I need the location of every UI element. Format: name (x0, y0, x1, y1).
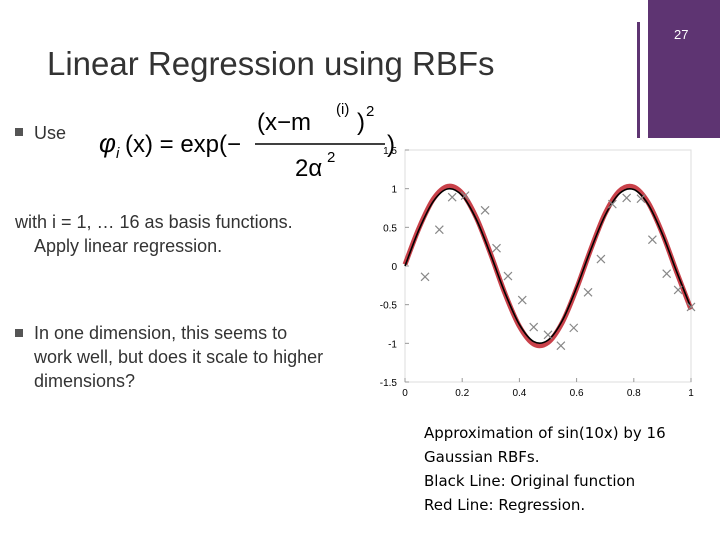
sample-point (460, 191, 470, 201)
text-line: Approximation of sin(10x) by 16 (424, 424, 666, 442)
chart: -1.5 -1 -0.5 0 0.5 1 1.5 0 0.2 0.4 0.6 0.8 1 (380, 146, 696, 399)
series-line (402, 183, 694, 349)
sample-point (420, 272, 430, 282)
series-line (404, 187, 692, 344)
sample-point (569, 323, 579, 333)
formula: φ i (x) = exp(− (x−m (i) ) 2 2α 2 ) (99, 101, 395, 182)
formula-part: (i) (336, 101, 349, 118)
formula-part: 2 (366, 103, 374, 120)
body-text: with i = 1, … 16 as basis functions. (15, 212, 293, 232)
bullet-marker (15, 329, 23, 337)
sample-point (662, 269, 672, 279)
y-tick-label: 1.5 (383, 146, 397, 157)
y-tick-label: -1 (388, 339, 397, 350)
formula-part: ) (387, 131, 395, 158)
accent-bar (648, 0, 720, 138)
sample-point (596, 254, 606, 264)
formula-part: 2α (295, 155, 322, 182)
sample-point (636, 194, 646, 204)
sample-point (673, 285, 683, 295)
bullet-text: In one dimension, this seems to work well… (34, 321, 323, 393)
text-line: Gaussian RBFs. (424, 448, 540, 466)
sample-point (529, 322, 539, 332)
y-tick-label: 0 (391, 262, 397, 273)
bullet-text: Use (34, 123, 67, 143)
text-line: Black Line: Original function (424, 472, 636, 490)
text-line: dimensions? (34, 371, 136, 391)
text-line: work well, but does it scale to higher (34, 347, 324, 367)
sample-point (517, 295, 527, 305)
formula-part: ) (357, 109, 365, 136)
x-tick-label: 0.6 (570, 388, 584, 399)
accent-line (637, 22, 640, 138)
bullet-marker (15, 128, 23, 136)
sample-point (480, 205, 490, 215)
formula-part: φ (99, 128, 116, 158)
sample-point (556, 341, 566, 351)
sample-point (622, 193, 632, 203)
y-tick-label: -0.5 (380, 301, 398, 312)
page-number: 27 (674, 27, 689, 42)
y-tick-label: 0.5 (383, 223, 397, 234)
formula-part: i (116, 145, 120, 162)
text-line: In one dimension, this seems to (34, 323, 288, 343)
y-tick-label: -1.5 (380, 378, 398, 389)
caption: Approximation of sin(10x) by 16 Gaussian … (424, 421, 666, 517)
sample-point (607, 199, 617, 209)
formula-part: 2 (327, 149, 335, 166)
slide-title: Linear Regression using RBFs (47, 45, 495, 82)
sample-point (583, 287, 593, 297)
sample-point (492, 243, 501, 253)
sample-point (647, 235, 657, 245)
x-tick-label: 0 (402, 388, 408, 399)
sample-point (447, 192, 457, 202)
sample-point (543, 330, 553, 340)
x-tick-label: 0.8 (627, 388, 641, 399)
x-tick-label: 0.4 (512, 388, 526, 399)
sample-point (434, 225, 444, 235)
sample-point (503, 271, 513, 281)
text-line: Red Line: Regression. (424, 496, 586, 514)
body-text: Apply linear regression. (34, 236, 223, 256)
x-tick-label: 1 (688, 388, 694, 399)
formula-part: (x−m (257, 109, 311, 136)
sample-point (686, 302, 696, 312)
x-tick-label: 0.2 (455, 388, 469, 399)
y-tick-label: 1 (391, 185, 397, 196)
formula-part: (x) = exp(− (125, 131, 241, 158)
